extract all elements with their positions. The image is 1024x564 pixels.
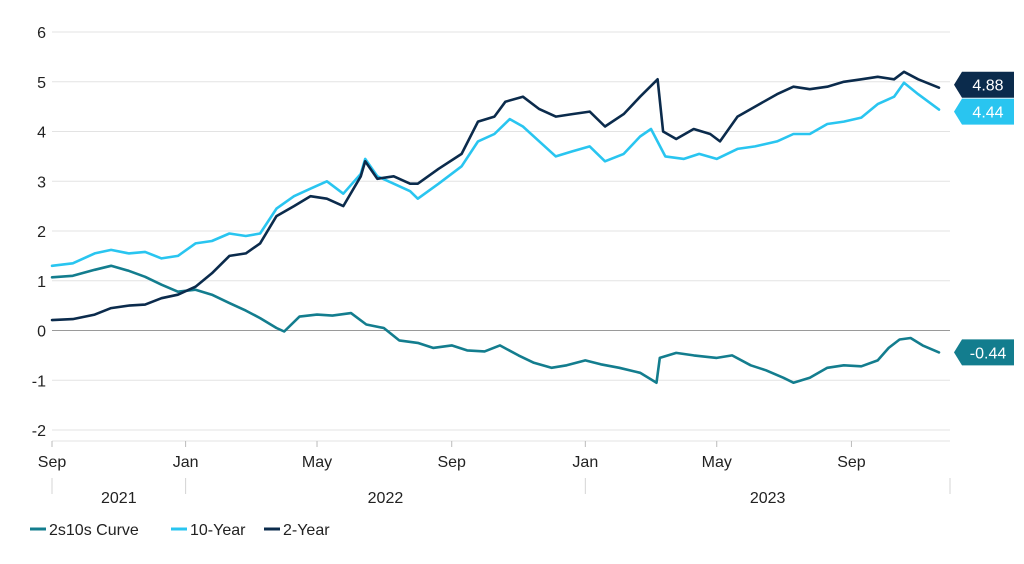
end-label-curve: -0.44	[970, 345, 1007, 362]
y-tick-label: 2	[37, 224, 46, 241]
x-tick-label: Sep	[38, 454, 67, 471]
y-axis: -2 -1 0 1 2 3 4 5 6	[32, 25, 46, 440]
end-label-y2: 4.88	[972, 78, 1003, 95]
x-tick-label: Jan	[173, 454, 199, 471]
end-labels: -0.44 4.44 4.88	[954, 71, 1014, 366]
end-label-tag-y2	[954, 71, 1014, 98]
y-tick-label: 3	[37, 174, 46, 191]
x-tick-label: May	[302, 454, 332, 471]
x-tick-label: Sep	[837, 454, 866, 471]
series-line-y2	[50, 70, 941, 322]
grid-layer	[52, 31, 950, 431]
x-tick-label: Sep	[437, 454, 466, 471]
x-axis: Sep Jan May Sep Jan May Sep	[38, 440, 950, 471]
end-label-y10: 4.44	[972, 105, 1003, 122]
y-tick-label: 1	[37, 274, 46, 291]
y-tick-label: 6	[37, 25, 46, 42]
legend-label-y10: 10-Year	[190, 522, 246, 539]
legend: 2s10s Curve 10-Year 2-Year	[30, 522, 330, 539]
year-label: 2021	[101, 490, 137, 507]
x-tick-label: Jan	[572, 454, 598, 471]
series-layer	[50, 70, 941, 384]
y-tick-label: 4	[37, 125, 46, 142]
year-axis: 2021 2022 2023	[51, 478, 951, 507]
legend-label-curve: 2s10s Curve	[49, 522, 139, 539]
year-label: 2022	[368, 490, 404, 507]
end-label-tag-y10	[954, 98, 1014, 125]
y-tick-label: 5	[37, 75, 46, 92]
legend-label-y2: 2-Year	[283, 522, 330, 539]
year-label: 2023	[750, 490, 786, 507]
y-tick-label: -2	[32, 423, 46, 440]
end-label-tag-curve	[954, 339, 1014, 366]
series-line-y10	[50, 81, 941, 268]
series-line-curve	[50, 264, 941, 384]
y-tick-label: 0	[37, 324, 46, 341]
y-tick-label: -1	[32, 373, 46, 390]
x-tick-label: May	[702, 454, 732, 471]
